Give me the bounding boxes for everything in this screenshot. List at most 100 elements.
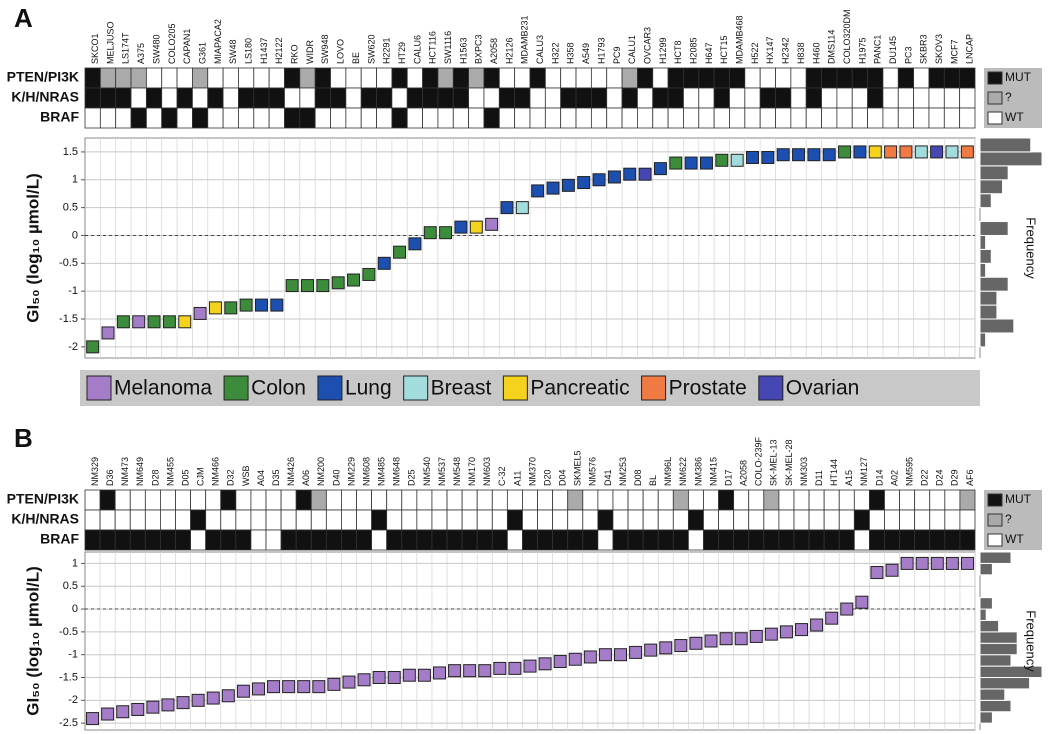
mutation-cell xyxy=(838,509,855,531)
data-point xyxy=(546,181,560,195)
cell-line-label: OVCAR3 xyxy=(642,27,652,64)
mutation-cell xyxy=(468,67,485,89)
data-point xyxy=(822,148,836,162)
cell-line-label: D22 xyxy=(920,469,930,486)
data-point xyxy=(347,273,361,287)
mutation-cell xyxy=(192,67,209,89)
cell-line-label: PC3 xyxy=(903,46,913,64)
cell-line-label: D28 xyxy=(150,469,160,486)
cell-line-label: COLO-239F xyxy=(754,436,764,486)
mutation-cell xyxy=(356,489,373,511)
mutation-cell xyxy=(790,67,807,89)
cell-line-label: NM466 xyxy=(211,457,221,486)
mutation-cell xyxy=(867,67,884,89)
panel-label: B xyxy=(14,423,33,453)
mutation-cell xyxy=(416,489,433,511)
data-point xyxy=(239,298,253,312)
cell-line-label: NM473 xyxy=(120,457,130,486)
mutation-legend-swatch xyxy=(987,513,1003,527)
cell-line-label: A15 xyxy=(844,470,854,486)
mutation-cell xyxy=(637,87,654,109)
data-point xyxy=(730,153,744,167)
histogram-label: Frequency xyxy=(1024,217,1039,279)
mutation-cell xyxy=(652,107,669,129)
mutation-cell xyxy=(808,529,825,551)
mutation-cell xyxy=(284,107,301,129)
data-point xyxy=(607,170,621,184)
mutation-legend-swatch xyxy=(987,111,1003,125)
mutation-cell xyxy=(718,509,735,531)
mutation-cell xyxy=(176,87,193,109)
mutation-cell xyxy=(763,529,780,551)
mutation-cell xyxy=(529,87,546,109)
histogram-bar xyxy=(979,234,987,250)
mutation-cell xyxy=(265,529,282,551)
mutation-cell xyxy=(268,67,285,89)
data-point xyxy=(387,671,401,685)
mutation-cell xyxy=(360,87,377,109)
mutation-cell xyxy=(944,509,961,531)
mutation-cell xyxy=(733,489,750,511)
cell-line-label: BL xyxy=(648,475,658,486)
legend-label: Melanoma xyxy=(114,377,212,400)
mutation-cell xyxy=(575,107,592,129)
mutation-cell xyxy=(190,489,207,511)
mutation-cell xyxy=(506,489,523,511)
mutation-cell xyxy=(192,87,209,109)
mutation-cell xyxy=(869,489,885,511)
mutation-cell xyxy=(371,529,388,551)
legend-label: Ovarian xyxy=(786,377,860,400)
mutation-cell xyxy=(325,489,342,511)
mutation-cell xyxy=(238,107,255,129)
cell-line-label: NM229 xyxy=(346,457,356,486)
mutation-cell xyxy=(652,67,669,89)
data-point xyxy=(485,217,499,231)
mutation-cell xyxy=(929,529,946,551)
mutation-cell xyxy=(838,529,855,551)
cell-line-label: H1793 xyxy=(596,37,606,64)
mutation-cell xyxy=(560,67,577,89)
legend-swatch xyxy=(758,375,784,401)
cell-line-label: A2058 xyxy=(489,38,499,64)
data-point xyxy=(746,150,759,164)
mutation-cell xyxy=(253,87,270,109)
mutation-cell xyxy=(718,489,735,511)
mutation-cell xyxy=(84,67,101,89)
cell-line-label: NM540 xyxy=(422,457,432,486)
data-point xyxy=(493,661,507,675)
data-point xyxy=(614,648,628,662)
mutation-cell xyxy=(790,87,807,109)
mutation-cell xyxy=(867,87,884,109)
cell-line-label: D25 xyxy=(407,469,417,486)
mutation-cell xyxy=(793,509,810,531)
mutation-cell xyxy=(959,87,976,109)
cell-line-label: CALU3 xyxy=(535,35,545,64)
histogram-bar xyxy=(979,631,1018,644)
mutation-cell xyxy=(175,489,191,511)
mutation-cell xyxy=(145,87,163,109)
mutation-cell xyxy=(729,87,746,109)
cell-line-label: LNCAP xyxy=(965,34,975,64)
y-tick-label: -0.5 xyxy=(59,626,78,638)
mutation-cell xyxy=(775,87,792,109)
cell-line-label: H2342 xyxy=(781,37,791,64)
cell-line-label: D36 xyxy=(105,469,115,486)
data-point xyxy=(914,145,928,159)
mutation-cell xyxy=(192,107,209,129)
data-point xyxy=(779,625,793,639)
mutation-cell xyxy=(683,107,700,129)
data-point xyxy=(500,201,514,215)
mutation-cell xyxy=(115,67,132,89)
mutation-cell xyxy=(235,489,252,511)
mutation-cell xyxy=(190,529,207,551)
mutation-cell xyxy=(627,489,644,511)
mutation-legend-label: ? xyxy=(1005,512,1012,526)
data-point xyxy=(734,632,748,646)
mutation-cell xyxy=(836,67,853,89)
mutation-cell xyxy=(637,67,654,89)
mutation-cell xyxy=(652,87,669,109)
mutation-cell xyxy=(84,489,101,511)
mutation-cell xyxy=(220,489,237,511)
mutation-cell xyxy=(129,529,146,551)
mutation-cell xyxy=(522,529,538,551)
